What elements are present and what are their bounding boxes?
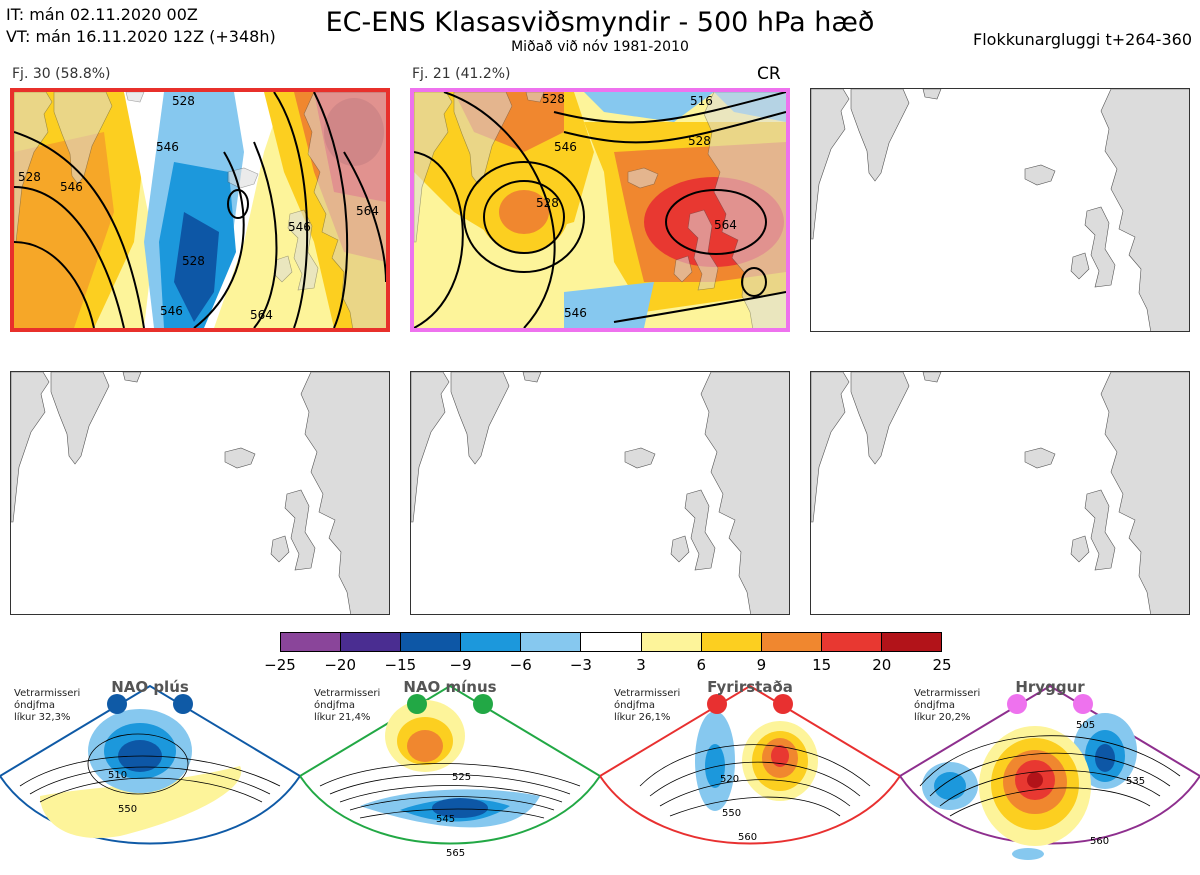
cluster-2-label: Fj. 21 (41.2%) xyxy=(412,66,511,82)
contour-label: 520 xyxy=(720,774,740,785)
colorbar-swatch xyxy=(341,633,402,651)
colorbar-tick-label: −25 xyxy=(264,656,296,674)
contour-label: 525 xyxy=(452,772,472,783)
contour-label: 528 xyxy=(172,94,195,108)
contour-label: 535 xyxy=(1126,776,1146,787)
valid-time: VT: mán 16.11.2020 12Z (+348h) xyxy=(6,27,276,46)
regime-ridge: Hryggur Vetrarmisseri óndjfma líkur 20,2% … xyxy=(898,676,1200,871)
regime-title: NAO plús xyxy=(111,678,189,696)
page-subtitle: Miðað við nóv 1981-2010 xyxy=(511,39,689,55)
page-title: EC-ENS Klasasviðsmyndir - 500 hPa hæð xyxy=(325,7,875,38)
contour-label: 546 xyxy=(160,304,183,318)
regime-note: Vetrarmisseri óndjfma líkur 21,4% xyxy=(314,688,381,723)
contour-label: 546 xyxy=(288,220,311,234)
contour-label: 564 xyxy=(356,204,379,218)
contour-label: 546 xyxy=(60,180,83,194)
colorbar-tick-label: 3 xyxy=(636,656,646,674)
empty-panel xyxy=(410,371,790,615)
colorbar-tick-label: −20 xyxy=(324,656,356,674)
contour-label: 528 xyxy=(18,170,41,184)
contour-label: 528 xyxy=(688,134,711,148)
cluster-map-1 xyxy=(14,92,386,328)
contour-label: 528 xyxy=(536,196,559,210)
colorbar-swatch xyxy=(821,633,882,651)
colorbar-swatch xyxy=(701,633,762,651)
contour-label: 546 xyxy=(554,140,577,154)
colorbar-swatch xyxy=(521,633,582,651)
contour-label: 550 xyxy=(118,804,138,815)
cluster-map-2 xyxy=(414,92,786,328)
regime-note: Vetrarmisseri óndjfma líkur 20,2% xyxy=(914,688,981,723)
cluster-panel-2: 528 528 546 528 564 546 516 xyxy=(410,88,790,332)
contour-label: 565 xyxy=(446,848,466,859)
classification-window: Flokkunargluggi t+264-360 xyxy=(973,30,1192,49)
empty-panel xyxy=(10,371,390,615)
colorbar-tick-label: −9 xyxy=(449,656,472,674)
contour-label: 560 xyxy=(738,832,758,843)
regime-title: Fyrirstaða xyxy=(707,678,793,696)
regime-nao-plus: NAO plús Vetrarmisseri óndjfma líkur 32,3%… xyxy=(0,676,302,871)
contour-label: 505 xyxy=(1076,720,1096,731)
colorbar-swatch xyxy=(761,633,822,651)
regime-title: Hryggur xyxy=(1015,678,1085,696)
colorbar-swatch xyxy=(881,633,942,651)
colorbar-tick-label: −6 xyxy=(509,656,532,674)
contour-label: 564 xyxy=(714,218,737,232)
colorbar xyxy=(280,632,942,652)
colorbar-tick-label: 20 xyxy=(872,656,892,674)
colorbar-tick-label: 15 xyxy=(812,656,832,674)
contour-label: 516 xyxy=(690,94,713,108)
contour-label: 510 xyxy=(108,770,128,781)
contour-label: 528 xyxy=(182,254,205,268)
colorbar-swatch xyxy=(281,633,342,651)
colorbar-swatch xyxy=(581,633,642,651)
colorbar-tick-label: −3 xyxy=(569,656,592,674)
contour-label: 560 xyxy=(1090,836,1110,847)
contour-label: 545 xyxy=(436,814,456,825)
regime-note: Vetrarmisseri óndjfma líkur 32,3% xyxy=(14,688,81,723)
cluster-2-tag: CR xyxy=(757,64,781,84)
contour-label: 564 xyxy=(250,308,273,322)
cluster-panel-1: 528 546 528 546 564 528 546 564 546 xyxy=(10,88,390,332)
colorbar-tick-label: 25 xyxy=(932,656,952,674)
regime-blocking: Fyrirstaða Vetrarmisseri óndjfma líkur 26,… xyxy=(598,676,902,871)
initial-time: IT: mán 02.11.2020 00Z xyxy=(6,5,198,24)
colorbar-swatch xyxy=(641,633,702,651)
regime-nao-minus: NAO mínus Vetrarmisseri óndjfma líkur 21,4… xyxy=(298,676,602,871)
colorbar-tick-label: 6 xyxy=(696,656,707,674)
contour-label: 546 xyxy=(564,306,587,320)
contour-label: 546 xyxy=(156,140,179,154)
contour-label: 550 xyxy=(722,808,742,819)
colorbar-tick-label: 9 xyxy=(756,656,767,674)
colorbar-swatch xyxy=(461,633,522,651)
regime-note: Vetrarmisseri óndjfma líkur 26,1% xyxy=(614,688,681,723)
run-info: IT: mán 02.11.2020 00Z VT: mán 16.11.202… xyxy=(6,4,276,48)
empty-panel xyxy=(810,371,1190,615)
empty-panel xyxy=(810,88,1190,332)
regime-title: NAO mínus xyxy=(403,678,497,696)
cluster-1-label: Fj. 30 (58.8%) xyxy=(12,66,111,82)
colorbar-tick-label: −15 xyxy=(384,656,417,674)
contour-label: 528 xyxy=(542,92,565,106)
colorbar-swatch xyxy=(401,633,462,651)
